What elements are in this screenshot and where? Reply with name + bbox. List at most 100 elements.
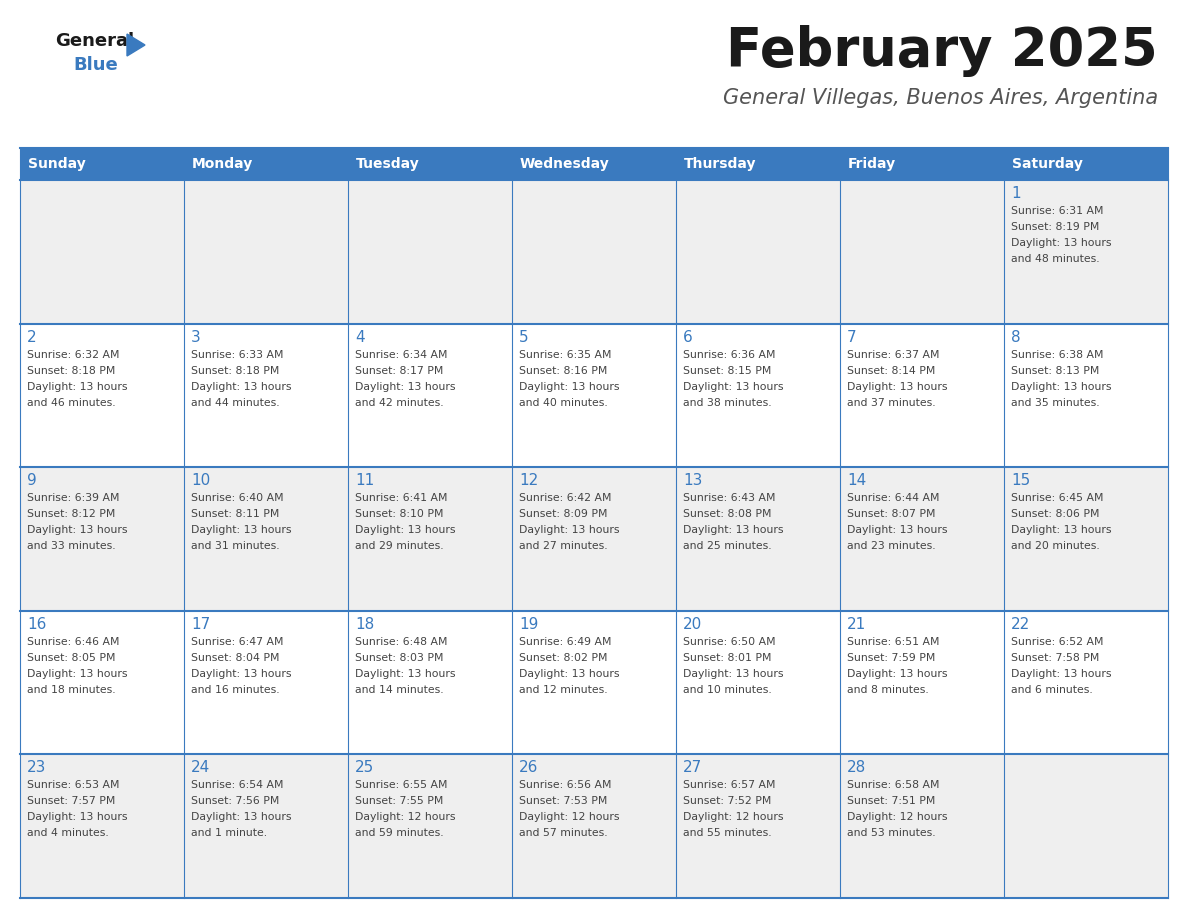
- Text: Daylight: 13 hours: Daylight: 13 hours: [519, 669, 619, 678]
- Bar: [20, 467, 1168, 610]
- Text: 5: 5: [519, 330, 529, 344]
- Text: Sunrise: 6:42 AM: Sunrise: 6:42 AM: [519, 493, 612, 503]
- Text: and 35 minutes.: and 35 minutes.: [1011, 397, 1100, 408]
- Text: 16: 16: [27, 617, 46, 632]
- Text: General: General: [55, 32, 134, 50]
- Text: Wednesday: Wednesday: [520, 157, 609, 171]
- Text: 9: 9: [27, 473, 37, 488]
- Text: and 55 minutes.: and 55 minutes.: [683, 828, 772, 838]
- Text: 19: 19: [519, 617, 538, 632]
- Text: Sunset: 8:16 PM: Sunset: 8:16 PM: [519, 365, 607, 375]
- Text: Sunset: 8:03 PM: Sunset: 8:03 PM: [355, 653, 443, 663]
- Text: Sunrise: 6:57 AM: Sunrise: 6:57 AM: [683, 780, 776, 790]
- Text: Sunset: 7:56 PM: Sunset: 7:56 PM: [191, 797, 279, 806]
- Text: and 42 minutes.: and 42 minutes.: [355, 397, 443, 408]
- Text: 23: 23: [27, 760, 46, 776]
- Text: and 37 minutes.: and 37 minutes.: [847, 397, 936, 408]
- Text: Sunrise: 6:55 AM: Sunrise: 6:55 AM: [355, 780, 448, 790]
- Text: and 1 minute.: and 1 minute.: [191, 828, 267, 838]
- Text: Daylight: 13 hours: Daylight: 13 hours: [519, 382, 619, 392]
- Text: and 31 minutes.: and 31 minutes.: [191, 542, 279, 551]
- Bar: [676, 148, 840, 180]
- Text: 11: 11: [355, 473, 374, 488]
- Text: Sunrise: 6:49 AM: Sunrise: 6:49 AM: [519, 637, 612, 647]
- Text: Daylight: 13 hours: Daylight: 13 hours: [191, 669, 291, 678]
- Text: General Villegas, Buenos Aires, Argentina: General Villegas, Buenos Aires, Argentin…: [722, 88, 1158, 108]
- Text: February 2025: February 2025: [726, 25, 1158, 77]
- Text: Sunrise: 6:32 AM: Sunrise: 6:32 AM: [27, 350, 120, 360]
- Bar: [20, 180, 1168, 324]
- Text: Daylight: 13 hours: Daylight: 13 hours: [847, 382, 948, 392]
- Text: Sunrise: 6:43 AM: Sunrise: 6:43 AM: [683, 493, 776, 503]
- Text: Sunset: 8:07 PM: Sunset: 8:07 PM: [847, 509, 935, 520]
- Text: 12: 12: [519, 473, 538, 488]
- Text: Sunrise: 6:51 AM: Sunrise: 6:51 AM: [847, 637, 940, 647]
- Text: Daylight: 13 hours: Daylight: 13 hours: [27, 812, 127, 823]
- Text: Sunrise: 6:53 AM: Sunrise: 6:53 AM: [27, 780, 120, 790]
- Text: and 23 minutes.: and 23 minutes.: [847, 542, 936, 551]
- Bar: [20, 610, 1168, 755]
- Text: Daylight: 12 hours: Daylight: 12 hours: [355, 812, 455, 823]
- Text: Sunset: 7:52 PM: Sunset: 7:52 PM: [683, 797, 771, 806]
- Text: 17: 17: [191, 617, 210, 632]
- Text: 15: 15: [1011, 473, 1030, 488]
- Text: and 20 minutes.: and 20 minutes.: [1011, 542, 1100, 551]
- Text: Sunset: 7:53 PM: Sunset: 7:53 PM: [519, 797, 607, 806]
- Text: Daylight: 13 hours: Daylight: 13 hours: [1011, 238, 1112, 248]
- Text: Sunset: 8:18 PM: Sunset: 8:18 PM: [27, 365, 115, 375]
- Text: 7: 7: [847, 330, 857, 344]
- Text: Monday: Monday: [192, 157, 253, 171]
- Text: Sunrise: 6:58 AM: Sunrise: 6:58 AM: [847, 780, 940, 790]
- Text: 2: 2: [27, 330, 37, 344]
- Text: Blue: Blue: [72, 56, 118, 74]
- Text: Sunset: 7:55 PM: Sunset: 7:55 PM: [355, 797, 443, 806]
- Bar: [20, 755, 1168, 898]
- Text: Daylight: 13 hours: Daylight: 13 hours: [355, 382, 455, 392]
- Text: Sunset: 8:18 PM: Sunset: 8:18 PM: [191, 365, 279, 375]
- Text: Sunset: 8:02 PM: Sunset: 8:02 PM: [519, 653, 607, 663]
- Text: Saturday: Saturday: [1012, 157, 1083, 171]
- Text: 8: 8: [1011, 330, 1020, 344]
- Text: Sunrise: 6:38 AM: Sunrise: 6:38 AM: [1011, 350, 1104, 360]
- Text: Sunrise: 6:40 AM: Sunrise: 6:40 AM: [191, 493, 284, 503]
- Text: Daylight: 12 hours: Daylight: 12 hours: [683, 812, 784, 823]
- Text: Sunrise: 6:36 AM: Sunrise: 6:36 AM: [683, 350, 776, 360]
- Text: Daylight: 13 hours: Daylight: 13 hours: [27, 382, 127, 392]
- Text: Sunrise: 6:56 AM: Sunrise: 6:56 AM: [519, 780, 612, 790]
- Text: 21: 21: [847, 617, 866, 632]
- Text: Sunset: 7:51 PM: Sunset: 7:51 PM: [847, 797, 935, 806]
- Text: and 8 minutes.: and 8 minutes.: [847, 685, 929, 695]
- Text: Daylight: 13 hours: Daylight: 13 hours: [847, 669, 948, 678]
- Text: Sunset: 8:14 PM: Sunset: 8:14 PM: [847, 365, 935, 375]
- Text: 4: 4: [355, 330, 365, 344]
- Text: 24: 24: [191, 760, 210, 776]
- Text: and 10 minutes.: and 10 minutes.: [683, 685, 772, 695]
- Text: Sunset: 8:10 PM: Sunset: 8:10 PM: [355, 509, 443, 520]
- Text: 28: 28: [847, 760, 866, 776]
- Text: and 16 minutes.: and 16 minutes.: [191, 685, 279, 695]
- Text: Sunrise: 6:50 AM: Sunrise: 6:50 AM: [683, 637, 776, 647]
- Text: Sunrise: 6:46 AM: Sunrise: 6:46 AM: [27, 637, 120, 647]
- Text: 3: 3: [191, 330, 201, 344]
- Text: Daylight: 13 hours: Daylight: 13 hours: [1011, 382, 1112, 392]
- Text: Daylight: 13 hours: Daylight: 13 hours: [191, 812, 291, 823]
- Text: Sunset: 7:59 PM: Sunset: 7:59 PM: [847, 653, 935, 663]
- Text: Sunset: 8:09 PM: Sunset: 8:09 PM: [519, 509, 607, 520]
- Text: Sunrise: 6:35 AM: Sunrise: 6:35 AM: [519, 350, 612, 360]
- Text: Daylight: 13 hours: Daylight: 13 hours: [355, 669, 455, 678]
- Text: 6: 6: [683, 330, 693, 344]
- Text: Sunset: 8:08 PM: Sunset: 8:08 PM: [683, 509, 771, 520]
- Text: Sunset: 8:01 PM: Sunset: 8:01 PM: [683, 653, 771, 663]
- Bar: [184, 148, 348, 180]
- Bar: [20, 148, 184, 180]
- Text: Daylight: 13 hours: Daylight: 13 hours: [1011, 525, 1112, 535]
- Text: Daylight: 13 hours: Daylight: 13 hours: [683, 669, 784, 678]
- Text: Daylight: 13 hours: Daylight: 13 hours: [1011, 669, 1112, 678]
- Text: Sunrise: 6:31 AM: Sunrise: 6:31 AM: [1011, 206, 1104, 216]
- Bar: [840, 148, 1004, 180]
- Text: Sunset: 8:15 PM: Sunset: 8:15 PM: [683, 365, 771, 375]
- Text: Tuesday: Tuesday: [356, 157, 419, 171]
- Text: Sunset: 7:58 PM: Sunset: 7:58 PM: [1011, 653, 1099, 663]
- Bar: [20, 324, 1168, 467]
- Text: Daylight: 13 hours: Daylight: 13 hours: [519, 525, 619, 535]
